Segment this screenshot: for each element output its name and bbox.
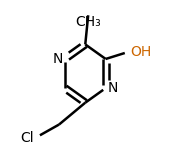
- Text: Cl: Cl: [21, 131, 34, 145]
- Text: OH: OH: [130, 45, 152, 59]
- Text: N: N: [53, 52, 63, 66]
- Text: N: N: [107, 81, 117, 95]
- Text: CH₃: CH₃: [75, 15, 101, 29]
